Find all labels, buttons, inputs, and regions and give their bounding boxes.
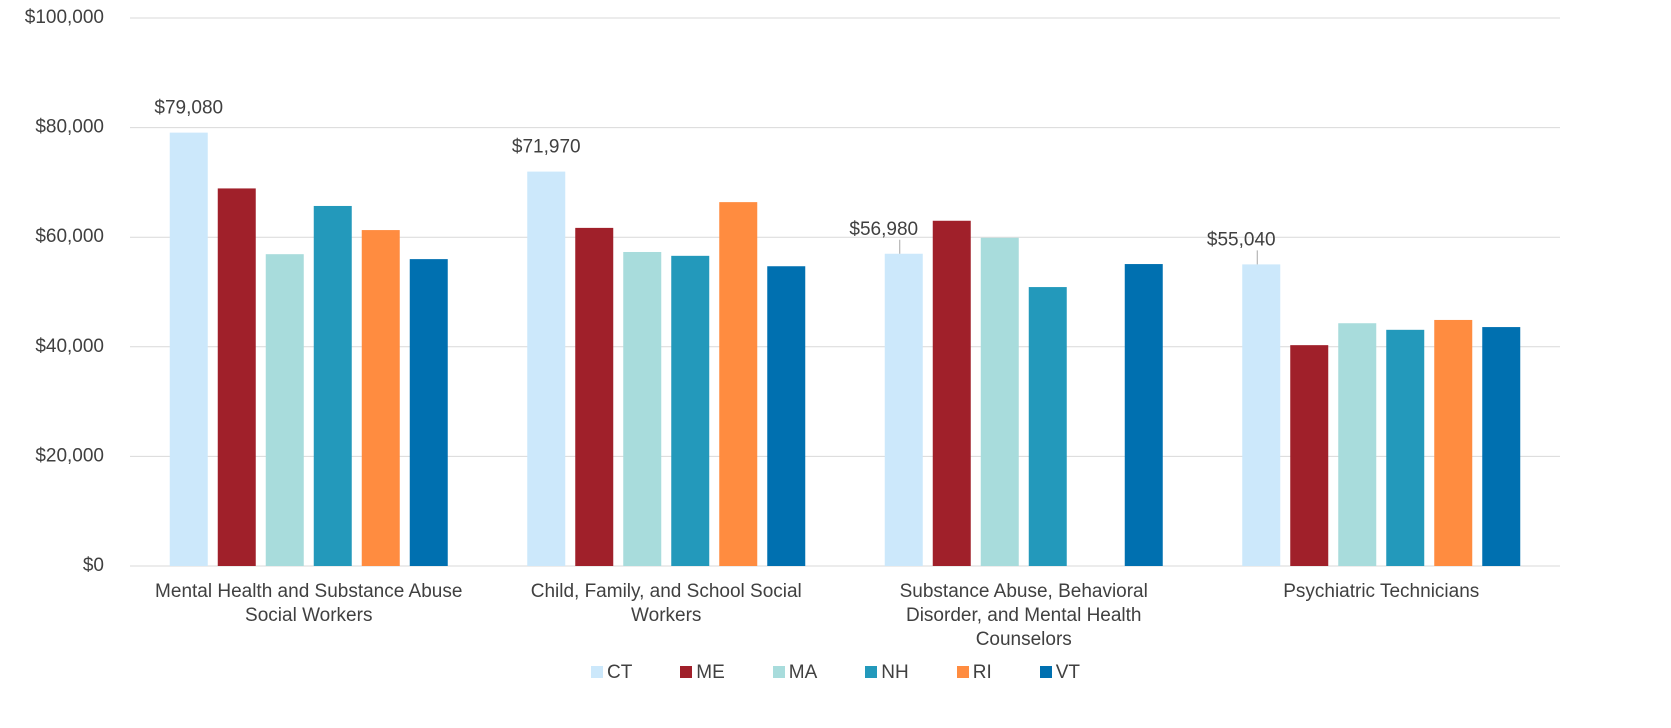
legend-swatch <box>680 666 693 678</box>
legend-item: MA <box>772 662 818 684</box>
bar <box>1242 264 1281 566</box>
legend-label: RI <box>972 662 992 683</box>
bar <box>169 132 208 566</box>
bar <box>313 205 352 567</box>
legend-swatch <box>590 666 603 678</box>
y-tick-label: $60,000 <box>35 226 104 247</box>
legend-item: ME <box>680 662 725 684</box>
legend-swatch <box>772 666 785 678</box>
data-label: $55,040 <box>1207 229 1276 250</box>
legend: CT ME MA NH RI VT <box>0 662 1671 684</box>
bar <box>265 254 304 567</box>
y-tick-label: $80,000 <box>35 117 104 138</box>
data-label: $56,980 <box>849 219 918 240</box>
x-tick-label: Child, Family, and School Social Workers <box>530 581 802 626</box>
bar <box>527 171 566 566</box>
x-tick-label: Substance Abuse, Behavioral Disorder, an… <box>899 581 1148 650</box>
legend-label: VT <box>1055 662 1081 683</box>
legend-swatch <box>956 666 969 678</box>
bar <box>409 259 448 566</box>
bar <box>1482 327 1521 566</box>
legend-swatch <box>1039 666 1052 678</box>
legend-item: CT <box>590 662 633 684</box>
legend-label: CT <box>606 662 633 683</box>
bar <box>1434 319 1473 566</box>
legend-item: RI <box>956 662 992 684</box>
bar <box>932 220 971 566</box>
bar <box>719 202 758 567</box>
y-tick-label: $100,000 <box>25 7 104 28</box>
legend-item: NH <box>865 662 909 684</box>
bar <box>1338 323 1377 566</box>
legend-swatch <box>865 666 878 678</box>
bar <box>884 253 923 566</box>
y-tick-label: $20,000 <box>35 445 104 466</box>
data-label: $71,970 <box>512 137 581 158</box>
bar <box>767 266 806 566</box>
legend-label: ME <box>696 662 725 683</box>
bar <box>575 227 614 566</box>
data-label: $79,080 <box>154 98 223 119</box>
bar <box>217 188 256 567</box>
bar <box>1386 329 1425 566</box>
bar <box>1124 264 1163 566</box>
legend-label: NH <box>881 662 909 683</box>
x-tick-label: Psychiatric Technicians <box>1283 581 1480 602</box>
bar <box>980 237 1019 567</box>
bar <box>361 230 400 567</box>
y-tick-label: $0 <box>83 555 104 576</box>
x-tick-label: Mental Health and Substance Abuse Social… <box>155 581 463 626</box>
bar <box>623 251 662 566</box>
bar <box>1290 345 1329 566</box>
legend-item: VT <box>1039 662 1081 684</box>
bar <box>671 255 710 566</box>
y-tick-label: $40,000 <box>35 336 104 357</box>
legend-label: MA <box>788 662 818 683</box>
bar <box>1028 287 1067 566</box>
